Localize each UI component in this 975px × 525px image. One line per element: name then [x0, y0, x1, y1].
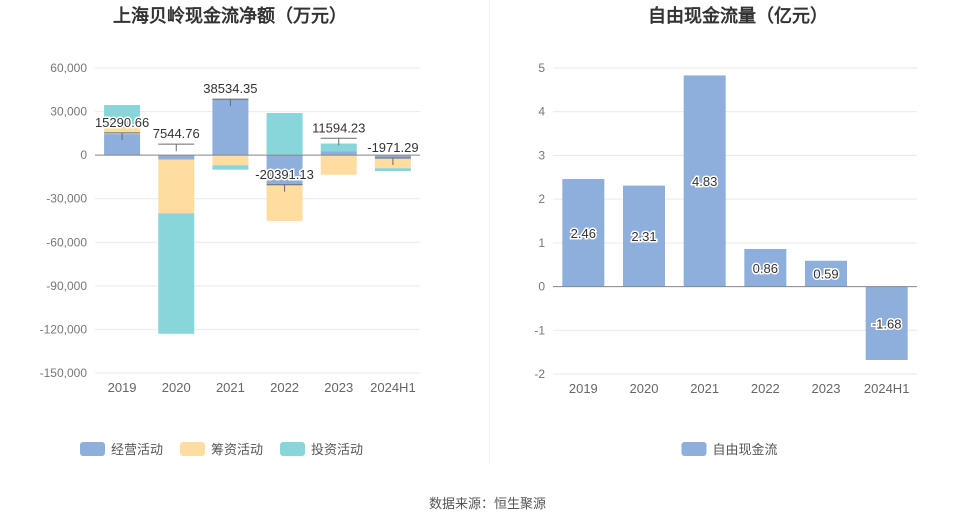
bar-segment [266, 113, 303, 156]
bar-segment [104, 134, 141, 156]
net-value-label: 11594.23 [312, 120, 365, 135]
bar-value-label: 0.86 [753, 261, 778, 276]
bar [562, 179, 605, 287]
legend-swatch [280, 442, 305, 456]
y-tick-label: -2 [534, 367, 545, 381]
chart-title: 自由现金流量（亿元） [648, 5, 828, 26]
legend-label: 经营活动 [111, 442, 163, 457]
y-tick-label: 5 [538, 61, 545, 75]
y-tick-label: -120,000 [40, 322, 88, 336]
net-value-label: -1971.29 [367, 140, 418, 155]
free-cash-flow-chart: 自由现金流量（亿元） 5 4 3 2 1 0 -1 -2 2.46 2.31 4.83 0.86 0.59… [534, 5, 917, 457]
chart-title: 上海贝岭现金流净额（万元） [113, 5, 347, 26]
y-tick-label: -1 [534, 323, 545, 337]
bar-segment [320, 151, 357, 156]
x-tick-label: 2023 [324, 380, 353, 395]
bar-segment [158, 159, 195, 214]
y-tick-label: 2 [538, 192, 545, 206]
y-tick-label: -30,000 [46, 192, 87, 206]
bar [623, 185, 665, 287]
x-tick-label: 2022 [751, 381, 780, 396]
y-tick-label: 4 [538, 105, 545, 119]
x-tick-label: 2024H1 [370, 380, 416, 395]
bar-segment [320, 155, 357, 175]
bar-segment [212, 155, 249, 166]
bar-segment [374, 168, 411, 172]
x-tick-label: 2021 [690, 381, 719, 396]
y-tick-label: 1 [538, 236, 545, 250]
bar-value-label: 2.31 [631, 229, 656, 244]
legend-swatch [180, 442, 205, 456]
y-tick-label: -150,000 [40, 366, 88, 380]
x-tick-label: 2022 [270, 380, 299, 395]
x-tick-label: 2023 [812, 381, 841, 396]
y-tick-label: 60,000 [50, 61, 87, 75]
y-tick-label: 3 [538, 148, 545, 162]
x-tick-label: 2020 [630, 381, 659, 396]
bar [865, 286, 908, 361]
x-tick-label: 2024H1 [864, 381, 910, 396]
net-value-label: -20391.13 [255, 167, 314, 182]
bar-segment [320, 143, 357, 152]
bar-segment [104, 127, 141, 135]
bar-value-label: -1.68 [872, 316, 902, 331]
bar [805, 260, 847, 287]
chart-divider [489, 0, 490, 465]
net-value-label: 7544.76 [153, 126, 200, 141]
x-tick-label: 2019 [108, 380, 137, 395]
bar [744, 248, 787, 287]
y-tick-label: -90,000 [46, 279, 87, 293]
y-tick-label: 0 [538, 280, 545, 294]
y-tick-label: 30,000 [50, 105, 87, 119]
bar-value-label: 0.59 [813, 267, 838, 282]
bar-segment [104, 105, 141, 128]
bar [683, 75, 726, 287]
bar-segment [158, 213, 195, 334]
bar-segment [158, 155, 195, 160]
legend-label: 筹资活动 [211, 442, 263, 457]
x-tick-label: 2021 [216, 380, 245, 395]
source-note: 数据来源：恒生聚源 [428, 496, 546, 511]
y-tick-label: 0 [80, 148, 87, 162]
x-tick-label: 2019 [569, 381, 598, 396]
bar-segment [212, 165, 249, 170]
y-tick-label: -60,000 [46, 235, 87, 249]
bar-segment [212, 99, 249, 156]
legend-label: 投资活动 [311, 442, 363, 457]
legend-label: 自由现金流 [713, 442, 778, 457]
legend-swatch [80, 442, 105, 456]
legend-swatch [681, 442, 707, 456]
bar-value-label: 4.83 [692, 174, 717, 189]
bar-segment [374, 155, 411, 159]
x-tick-label: 2020 [162, 380, 191, 395]
cash-flow-net-chart: 上海贝岭现金流净额（万元） 60,000 30,000 0 -30,000 -60,000… [40, 5, 420, 457]
net-value-label: 15290.66 [95, 115, 149, 130]
net-value-label: 38534.35 [203, 81, 257, 96]
bar-segment [266, 155, 303, 185]
bar-value-label: 2.46 [571, 226, 596, 241]
